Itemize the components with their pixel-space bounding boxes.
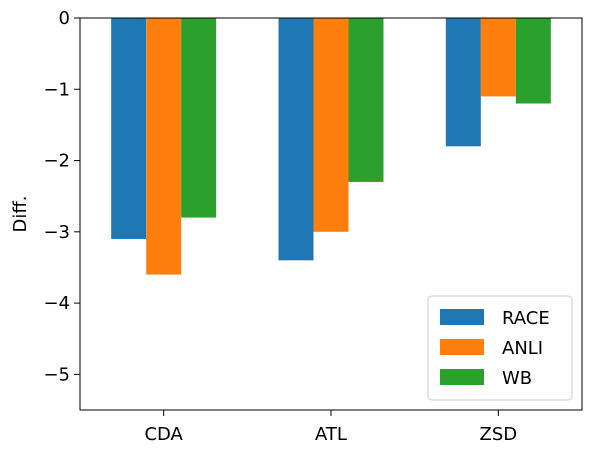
legend: RACE ANLI WB bbox=[427, 295, 573, 401]
y-tick-label: −3 bbox=[43, 222, 70, 243]
x-tick-label-atl: ATL bbox=[315, 424, 347, 445]
bar-wb-cda bbox=[181, 18, 217, 218]
legend-label-race: RACE bbox=[502, 308, 550, 329]
y-axis-label: Diff. bbox=[10, 196, 31, 233]
x-tick-label-zsd: ZSD bbox=[480, 424, 518, 445]
bar-anli-cda bbox=[146, 18, 182, 275]
x-tick-label-cda: CDA bbox=[144, 424, 183, 445]
bar-race-zsd bbox=[445, 18, 481, 147]
bar-anli-zsd bbox=[480, 18, 516, 97]
bars-group bbox=[111, 18, 551, 275]
y-tick-label: −5 bbox=[43, 364, 70, 385]
legend-swatch-anli bbox=[440, 339, 484, 355]
bar-race-atl bbox=[278, 18, 314, 261]
y-tick-label: 0 bbox=[59, 8, 70, 29]
legend-swatch-race bbox=[440, 309, 484, 325]
bar-wb-atl bbox=[348, 18, 384, 182]
legend-label-anli: ANLI bbox=[502, 338, 543, 359]
x-axis: CDA ATL ZSD bbox=[144, 410, 517, 445]
bar-wb-zsd bbox=[515, 18, 551, 104]
y-tick-label: −2 bbox=[43, 151, 70, 172]
y-tick-label: −4 bbox=[43, 293, 70, 314]
bar-anli-atl bbox=[313, 18, 349, 232]
y-axis: 0 −1 −2 −3 −4 −5 bbox=[43, 8, 80, 385]
bar-race-cda bbox=[111, 18, 147, 239]
y-tick-label: −1 bbox=[43, 79, 70, 100]
legend-label-wb: WB bbox=[502, 368, 532, 389]
legend-swatch-wb bbox=[440, 369, 484, 385]
